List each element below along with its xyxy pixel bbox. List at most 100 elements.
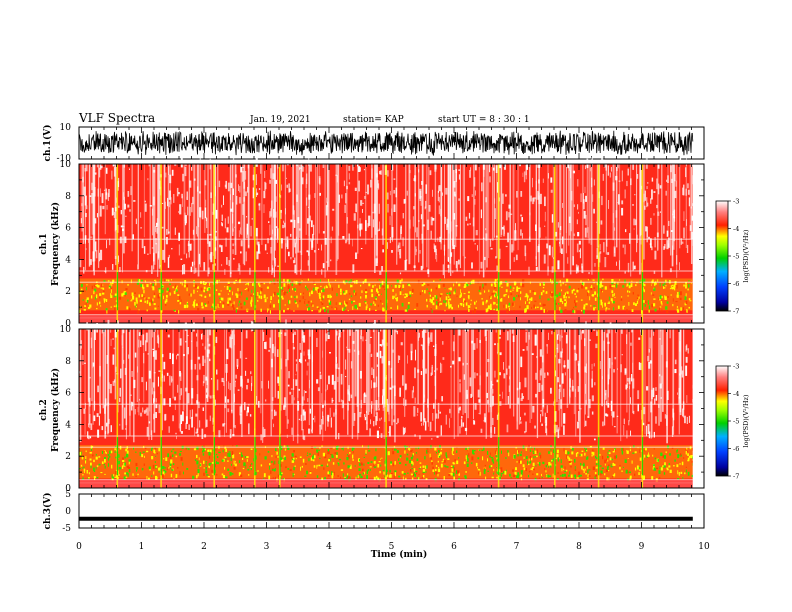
spectrum-speckle bbox=[440, 425, 442, 436]
spectrum-band-speckle bbox=[483, 470, 486, 474]
spectrum-band-speckle bbox=[378, 279, 381, 281]
spectrum-speckle bbox=[352, 239, 353, 247]
spectrum-streak bbox=[123, 164, 125, 254]
spectrum-band-speckle bbox=[321, 290, 323, 293]
spectrum-speckle bbox=[474, 199, 476, 205]
spectrum-band-speckle bbox=[277, 279, 279, 284]
spectrum-band-speckle bbox=[138, 294, 140, 298]
spectrum-band-speckle bbox=[108, 463, 110, 467]
spectrum-band-speckle bbox=[273, 291, 276, 296]
spectrum-speckle bbox=[593, 179, 595, 186]
spectrum-speckle bbox=[660, 211, 661, 213]
spectrum-speckle bbox=[360, 200, 363, 206]
spectrum-band-speckle bbox=[83, 471, 85, 474]
spectrum-speckle bbox=[99, 205, 102, 217]
spectrum-speckle bbox=[583, 210, 586, 219]
spectrum-speckle bbox=[542, 178, 544, 183]
spectrum-speckle bbox=[581, 330, 584, 334]
spectrum-band-speckle bbox=[534, 456, 537, 458]
spectrum-band-speckle bbox=[146, 450, 149, 453]
spectrum-band-speckle bbox=[617, 282, 619, 285]
spectrum-band-speckle bbox=[324, 477, 326, 480]
spectrum-speckle bbox=[507, 396, 509, 405]
spectrum-band-speckle bbox=[264, 456, 267, 460]
spectrum-band-speckle bbox=[575, 452, 578, 457]
spectrum-band-speckle bbox=[568, 451, 570, 454]
spectrum-speckle bbox=[96, 413, 99, 417]
spectrum-speckle bbox=[119, 387, 121, 397]
spectrum-band-speckle bbox=[600, 299, 602, 302]
spectrum-band-speckle bbox=[579, 474, 582, 477]
spectrum-speckle bbox=[285, 359, 287, 367]
spectrum-speckle bbox=[437, 402, 440, 412]
spectrum-speckle bbox=[252, 187, 254, 199]
spectrum-speckle bbox=[155, 243, 158, 254]
spectrum-band-speckle bbox=[390, 461, 392, 464]
spectrum-speckle bbox=[147, 178, 149, 181]
spectrum-speckle bbox=[357, 166, 360, 172]
spectrum-speckle bbox=[183, 354, 185, 357]
spectrum-speckle bbox=[264, 181, 266, 191]
spectrum-band-speckle bbox=[536, 449, 538, 454]
spectrum-speckle bbox=[509, 271, 511, 275]
spectrum-speckle bbox=[141, 239, 144, 249]
spectrum-band-speckle bbox=[503, 304, 505, 308]
spectrum-band-speckle bbox=[349, 452, 351, 454]
spectrum-band-speckle bbox=[164, 300, 167, 304]
spectrum-band-speckle bbox=[477, 467, 478, 469]
spectrum-speckle bbox=[302, 336, 304, 341]
spectrum-speckle bbox=[505, 211, 508, 221]
spectrum-band-speckle bbox=[364, 300, 367, 303]
spectrum-speckle bbox=[91, 182, 93, 191]
spectrum-speckle bbox=[197, 356, 200, 360]
spectrum-speckle bbox=[326, 384, 328, 390]
spectrum-band-speckle bbox=[330, 453, 332, 456]
spectrum-band-speckle bbox=[394, 472, 396, 477]
spectrum-band-speckle bbox=[506, 309, 509, 313]
spectrum-streak bbox=[547, 164, 549, 276]
spectrum-band-speckle bbox=[161, 285, 164, 288]
spectrum-band-speckle bbox=[458, 457, 460, 459]
spectrum-band-speckle bbox=[479, 286, 481, 291]
spectrum-band-speckle bbox=[199, 463, 201, 466]
spectrum-streak bbox=[462, 329, 464, 415]
spectrum-streak bbox=[353, 329, 355, 426]
spectrum-band-speckle bbox=[676, 284, 678, 289]
spectrum-speckle bbox=[145, 408, 147, 413]
spectrum-streak bbox=[99, 329, 101, 407]
spectrum-speckle bbox=[524, 431, 526, 434]
spectrum-band-speckle bbox=[686, 447, 688, 450]
spectrum-band-speckle bbox=[437, 468, 441, 472]
spectrum-band-speckle bbox=[165, 470, 167, 473]
spectrum-band-speckle bbox=[281, 472, 283, 475]
spectrum-speckle bbox=[389, 426, 391, 437]
spectrum-band-speckle bbox=[115, 445, 117, 448]
spectrum-band-speckle bbox=[672, 298, 674, 302]
spectrum-band-speckle bbox=[685, 450, 687, 455]
spectrum-band-speckle bbox=[559, 280, 561, 283]
spectrum-speckle bbox=[302, 165, 304, 172]
spectrum-band-speckle bbox=[99, 301, 101, 305]
spectrum-speckle bbox=[557, 429, 560, 439]
spectrum-streak bbox=[149, 329, 151, 412]
spectrum-streak bbox=[529, 164, 531, 242]
spectrum-band-speckle bbox=[536, 473, 539, 476]
spectrum-band-speckle bbox=[85, 450, 87, 453]
spectrum-band-speckle bbox=[440, 293, 443, 295]
spectrum-band-speckle bbox=[381, 293, 382, 295]
spectrum-speckle bbox=[621, 354, 623, 356]
spectrum-band-speckle bbox=[684, 302, 687, 306]
spectrum-band-speckle bbox=[468, 291, 470, 294]
spectrum-band-speckle bbox=[632, 452, 635, 454]
spectrum-speckle bbox=[387, 203, 389, 213]
spectrum-speckle bbox=[540, 193, 542, 205]
spectrum-speckle bbox=[578, 240, 581, 245]
spectrum-speckle bbox=[364, 414, 366, 418]
spectrum-band-speckle bbox=[272, 477, 274, 481]
spectrum-band-speckle bbox=[637, 294, 639, 298]
spectrum-speckle bbox=[398, 242, 401, 248]
x-tick-label: 9 bbox=[639, 542, 645, 552]
spectrum-speckle bbox=[308, 428, 311, 434]
spectrum-band-speckle bbox=[328, 299, 330, 303]
spectrum-band-speckle bbox=[232, 454, 234, 456]
